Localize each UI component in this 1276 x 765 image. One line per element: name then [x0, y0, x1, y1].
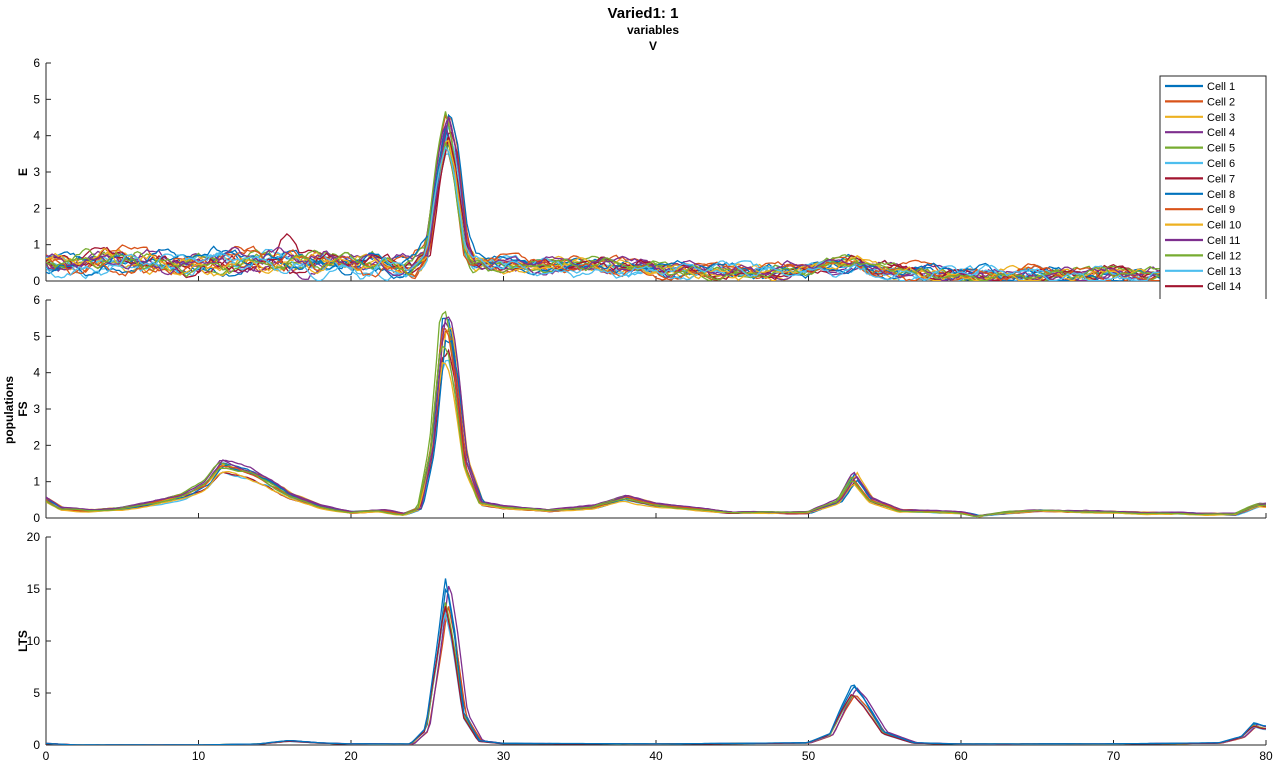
- y-tick-label: 2: [33, 438, 40, 452]
- legend-entry: Cell 7: [1207, 173, 1235, 185]
- series-line-cell-16: [46, 141, 1266, 281]
- legend-entry: Cell 14: [1207, 281, 1241, 293]
- y-tick-label: 6: [33, 293, 40, 307]
- legend-entry: Cell 4: [1207, 127, 1235, 139]
- shared-ylabel-populations: populations: [2, 376, 16, 444]
- series-line-cell-8: [46, 578, 1266, 745]
- y-tick-label: 5: [33, 92, 40, 106]
- x-tick-label: 20: [344, 749, 358, 763]
- panel-lts: 0 5 10 15 20 0 10 20 30 40 50 60 70 80 LTS: [16, 530, 1273, 763]
- legend: Cell 1 Cell 2 Cell 3 Cell 4 Cell 5 Cell 6 Cell…: [1159, 75, 1267, 299]
- x-tick-label: 40: [649, 749, 663, 763]
- legend-entry: Cell 12: [1207, 250, 1241, 262]
- y-tick-label: 1: [33, 475, 40, 489]
- legend-entry: Cell 3: [1207, 112, 1235, 124]
- y-tick-label: 0: [33, 738, 40, 752]
- y-tick-label: 4: [33, 366, 40, 380]
- x-tick-label: 10: [192, 749, 206, 763]
- series-line-cell-10: [46, 361, 1266, 517]
- y-tick-label: 20: [27, 530, 41, 544]
- y-tick-label: 5: [33, 329, 40, 343]
- series-line-cell-19: [46, 142, 1266, 281]
- legend-entry: Cell 8: [1207, 189, 1235, 201]
- legend-entry: Cell 9: [1207, 204, 1235, 216]
- series-line-cell-12: [46, 345, 1266, 517]
- legend-entry: Cell 11: [1207, 235, 1240, 247]
- panel-fs: 0 1 2 3 4 5 6 FS: [16, 293, 1267, 525]
- legend-entry: Cell 13: [1207, 266, 1241, 278]
- y-tick-label: 1: [33, 238, 40, 252]
- x-tick-label: 80: [1259, 749, 1273, 763]
- y-tick-label: 2: [33, 201, 40, 215]
- y-tick-label: 4: [33, 129, 40, 143]
- legend-box: [1159, 75, 1267, 299]
- panel-ylabel: FS: [16, 401, 30, 416]
- figure-subtitle-v: V: [649, 39, 657, 53]
- y-tick-label: 15: [27, 582, 41, 596]
- legend-entry: Cell 6: [1207, 158, 1235, 170]
- legend-entry: Cell 2: [1207, 96, 1235, 108]
- series-line-cell-18: [46, 116, 1266, 281]
- y-tick-label: 6: [33, 56, 40, 70]
- legend-entry: Cell 10: [1207, 220, 1241, 232]
- y-tick-label: 3: [33, 402, 40, 416]
- legend-entry: Cell 1: [1207, 81, 1235, 93]
- x-tick-label: 50: [802, 749, 816, 763]
- x-tick-label: 60: [954, 749, 968, 763]
- figure-subtitle-variables: variables: [627, 23, 679, 37]
- series-group: [46, 111, 1266, 281]
- series-line-cell-20: [46, 145, 1266, 281]
- y-tick-label: 10: [27, 634, 41, 648]
- y-tick-label: 0: [33, 274, 40, 288]
- series-line-cell-12: [46, 111, 1266, 281]
- x-tick-label: 70: [1107, 749, 1121, 763]
- y-tick-label: 5: [33, 686, 40, 700]
- series-group: [46, 310, 1266, 518]
- y-tick-label: 0: [33, 511, 40, 525]
- x-tick-label: 0: [43, 749, 50, 763]
- x-tick-label: 30: [497, 749, 511, 763]
- panel-ylabel: E: [16, 168, 30, 176]
- legend-entry: Cell 5: [1207, 143, 1235, 155]
- y-tick-label: 3: [33, 165, 40, 179]
- figure-title: Varied1: 1: [608, 5, 679, 22]
- series-group: [46, 578, 1266, 745]
- panel-ylabel: LTS: [16, 630, 30, 652]
